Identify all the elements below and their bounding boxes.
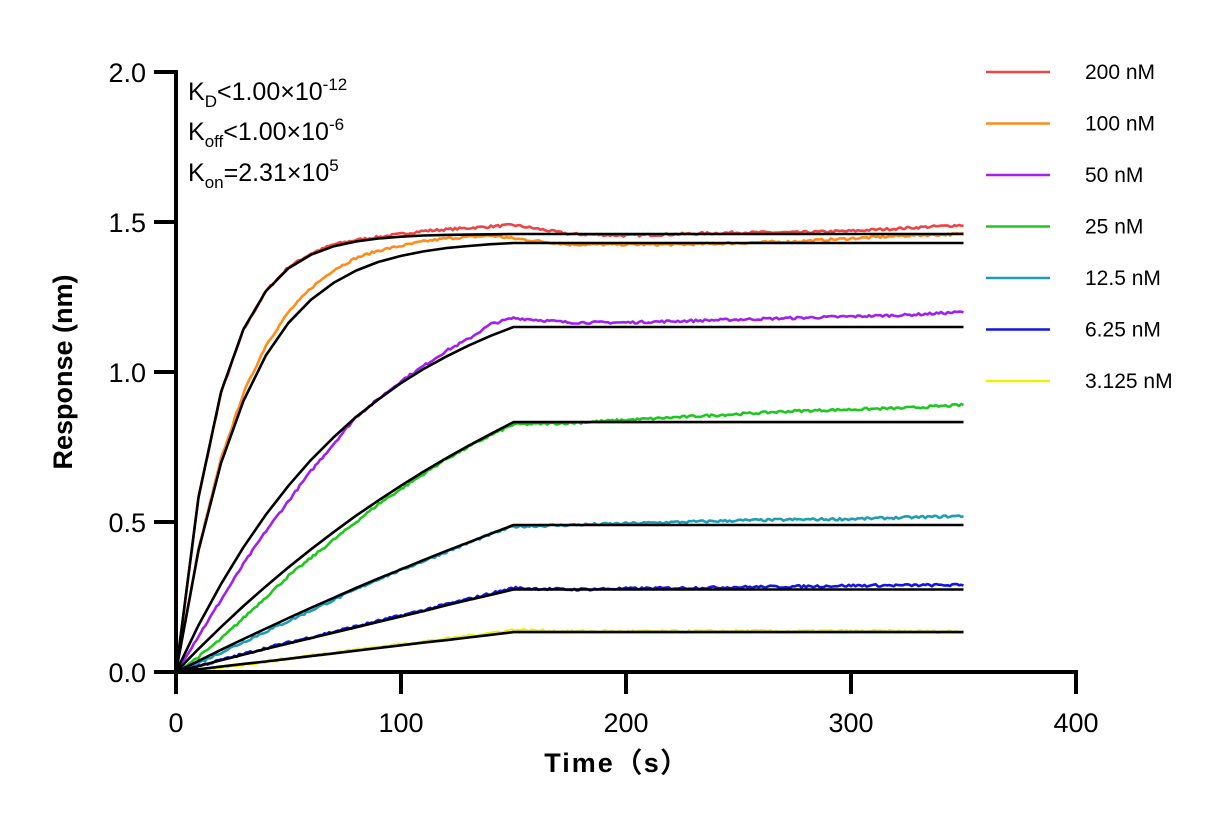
koff-annotation: Koff<1.00×10-6 <box>188 115 344 151</box>
legend-item: 6.25 nM <box>986 319 1161 342</box>
fit-curve-25-nM <box>175 420 964 673</box>
y-tick-label: 1.0 <box>108 358 146 388</box>
data-series-50-nM <box>174 310 964 673</box>
data-series-200-nM <box>174 222 964 673</box>
legend-item: 200 nM <box>986 61 1155 84</box>
legend-label: 12.5 nM <box>1085 267 1161 290</box>
x-tick-label: 200 <box>603 708 648 738</box>
data-series-12.5-nM <box>175 514 964 674</box>
x-axis-title: Time（s） <box>544 748 690 778</box>
x-tick-label: 400 <box>1053 708 1098 738</box>
x-tick-label: 0 <box>168 708 183 738</box>
y-tick-label: 0.5 <box>108 508 146 538</box>
legend-label: 200 nM <box>1085 61 1155 84</box>
fit-curve-100-nM <box>174 241 964 673</box>
legend-item: 100 nM <box>986 113 1155 136</box>
kinetics-annotation: KD<1.00×10-12 Koff<1.00×10-6 Kon=2.31×10… <box>188 75 347 192</box>
legend-label: 6.25 nM <box>1085 319 1161 342</box>
data-series-3.125-nM <box>175 628 965 675</box>
legend-item: 3.125 nM <box>986 370 1173 393</box>
fit-curve-3.125-nM <box>175 630 964 674</box>
x-tick-label: 300 <box>828 708 873 738</box>
legend-label: 25 nM <box>1085 216 1143 239</box>
kd-annotation: KD<1.00×10-12 <box>188 75 347 111</box>
x-tick-label: 100 <box>378 708 423 738</box>
y-tick-label: 0.0 <box>108 658 146 688</box>
legend-item: 12.5 nM <box>986 267 1161 290</box>
legend: 200 nM 100 nM 50 nM 25 nM 12.5 nM 6.25 nM 3.12… <box>986 61 1173 393</box>
fit-curve-6.25-nM <box>175 588 964 674</box>
legend-item: 25 nM <box>986 216 1143 239</box>
legend-item: 50 nM <box>986 164 1143 187</box>
axes: 0.0 0.5 1.0 1.5 2.0 0 100 200 300 400 <box>108 58 1098 738</box>
fit-curve-12.5-nM <box>175 523 964 674</box>
kon-annotation: Kon=2.31×105 <box>188 156 339 192</box>
data-series-100-nM <box>174 231 964 673</box>
fit-curve-200-nM <box>174 232 964 673</box>
legend-label: 50 nM <box>1085 164 1143 187</box>
legend-label: 100 nM <box>1085 113 1155 136</box>
plot-area <box>174 222 965 675</box>
y-tick-label: 2.0 <box>108 58 146 88</box>
legend-label: 3.125 nM <box>1085 370 1173 393</box>
y-tick-label: 1.5 <box>108 208 146 238</box>
fit-curve-50-nM <box>174 325 964 673</box>
y-axis-title: Response (nm) <box>48 274 78 469</box>
